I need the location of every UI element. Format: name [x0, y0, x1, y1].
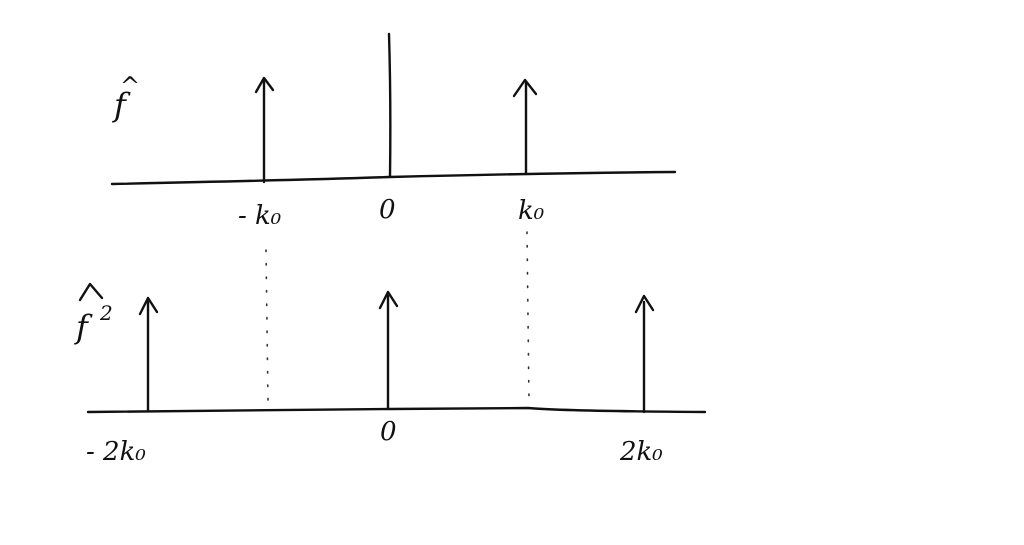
- top-impulse-pos-k0: [512, 78, 538, 176]
- bottom-tick-label-pos-2k0: 2k₀: [619, 437, 663, 467]
- bottom-impulse-zero: [378, 290, 399, 410]
- bottom-impulse-neg-2k0-arrowhead: [138, 296, 159, 316]
- top-horizontal-axis: [110, 170, 677, 186]
- guide-line-pos-k0: [526, 231, 530, 403]
- bottom-tick-label-zero: 0: [380, 417, 397, 447]
- top-panel: ^ f - k₀ 0 k₀: [110, 32, 677, 231]
- bottom-impulse-neg-2k0: [138, 296, 159, 412]
- top-tick-label-zero: 0: [379, 195, 396, 225]
- bottom-hat-symbol: [78, 282, 104, 302]
- guide-line-neg-k0: [265, 249, 269, 403]
- top-tick-label-neg-k0: - k₀: [238, 201, 282, 231]
- top-impulse-neg-k0: [254, 76, 275, 184]
- bottom-exponent: 2: [99, 301, 113, 325]
- top-impulse-zero-stem: [387, 32, 392, 178]
- top-impulse-neg-k0-arrowhead: [254, 76, 275, 94]
- bottom-f-letter: f: [74, 308, 93, 346]
- bottom-impulse-pos-2k0-arrowhead: [634, 294, 655, 314]
- bottom-tick-label-neg-2k0: - 2k₀: [86, 437, 146, 467]
- bottom-function-label: f 2: [74, 282, 113, 346]
- top-tick-label-pos-k0: k₀: [518, 196, 545, 226]
- top-function-label: ^ f: [112, 72, 140, 124]
- bottom-panel: f 2 - 2k₀ 0 2k₀: [74, 282, 707, 467]
- dotted-guides: [265, 231, 530, 403]
- bottom-impulse-pos-2k0: [634, 294, 655, 414]
- top-hat-symbol: ^: [120, 72, 140, 100]
- bottom-horizontal-axis: [86, 406, 707, 414]
- top-impulse-pos-k0-arrowhead: [512, 78, 538, 98]
- bottom-impulse-zero-arrowhead: [378, 290, 399, 310]
